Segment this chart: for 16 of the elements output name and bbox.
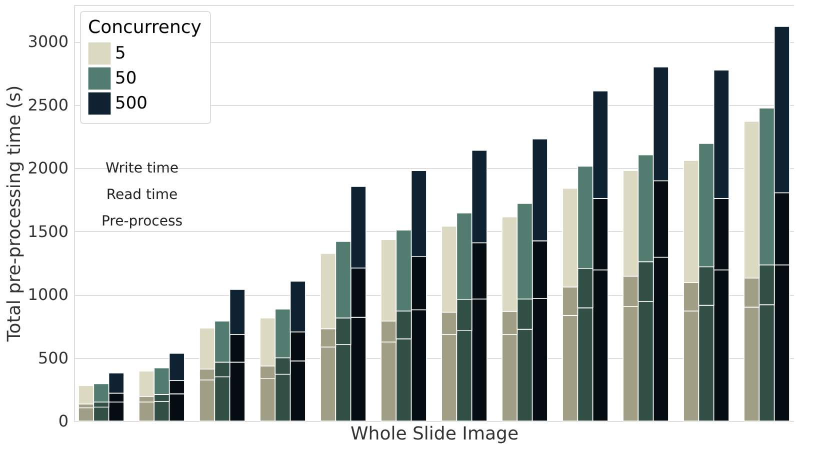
y-tick-label: 2000 (28, 158, 68, 178)
y-tick-label: 500 (38, 348, 68, 368)
annotation: Write time (105, 160, 179, 176)
annotation: Pre-process (101, 214, 183, 230)
annotation: Read time (106, 187, 178, 203)
y-tick-label: 1500 (28, 222, 68, 241)
y-tick-label: 3000 (28, 32, 68, 52)
y-tick-label: 1000 (28, 285, 68, 304)
legend-label: 5 (115, 44, 126, 64)
legend-label: 50 (115, 68, 137, 88)
y-tick-label: 0 (58, 412, 68, 430)
legend-title: Concurrency (88, 17, 202, 38)
legend-label: 500 (115, 94, 148, 114)
y-tick-label: 2500 (28, 95, 68, 114)
y-axis-title: Total pre-processing time (s) (4, 85, 25, 343)
x-axis-title: Whole Slide Image (350, 424, 519, 444)
